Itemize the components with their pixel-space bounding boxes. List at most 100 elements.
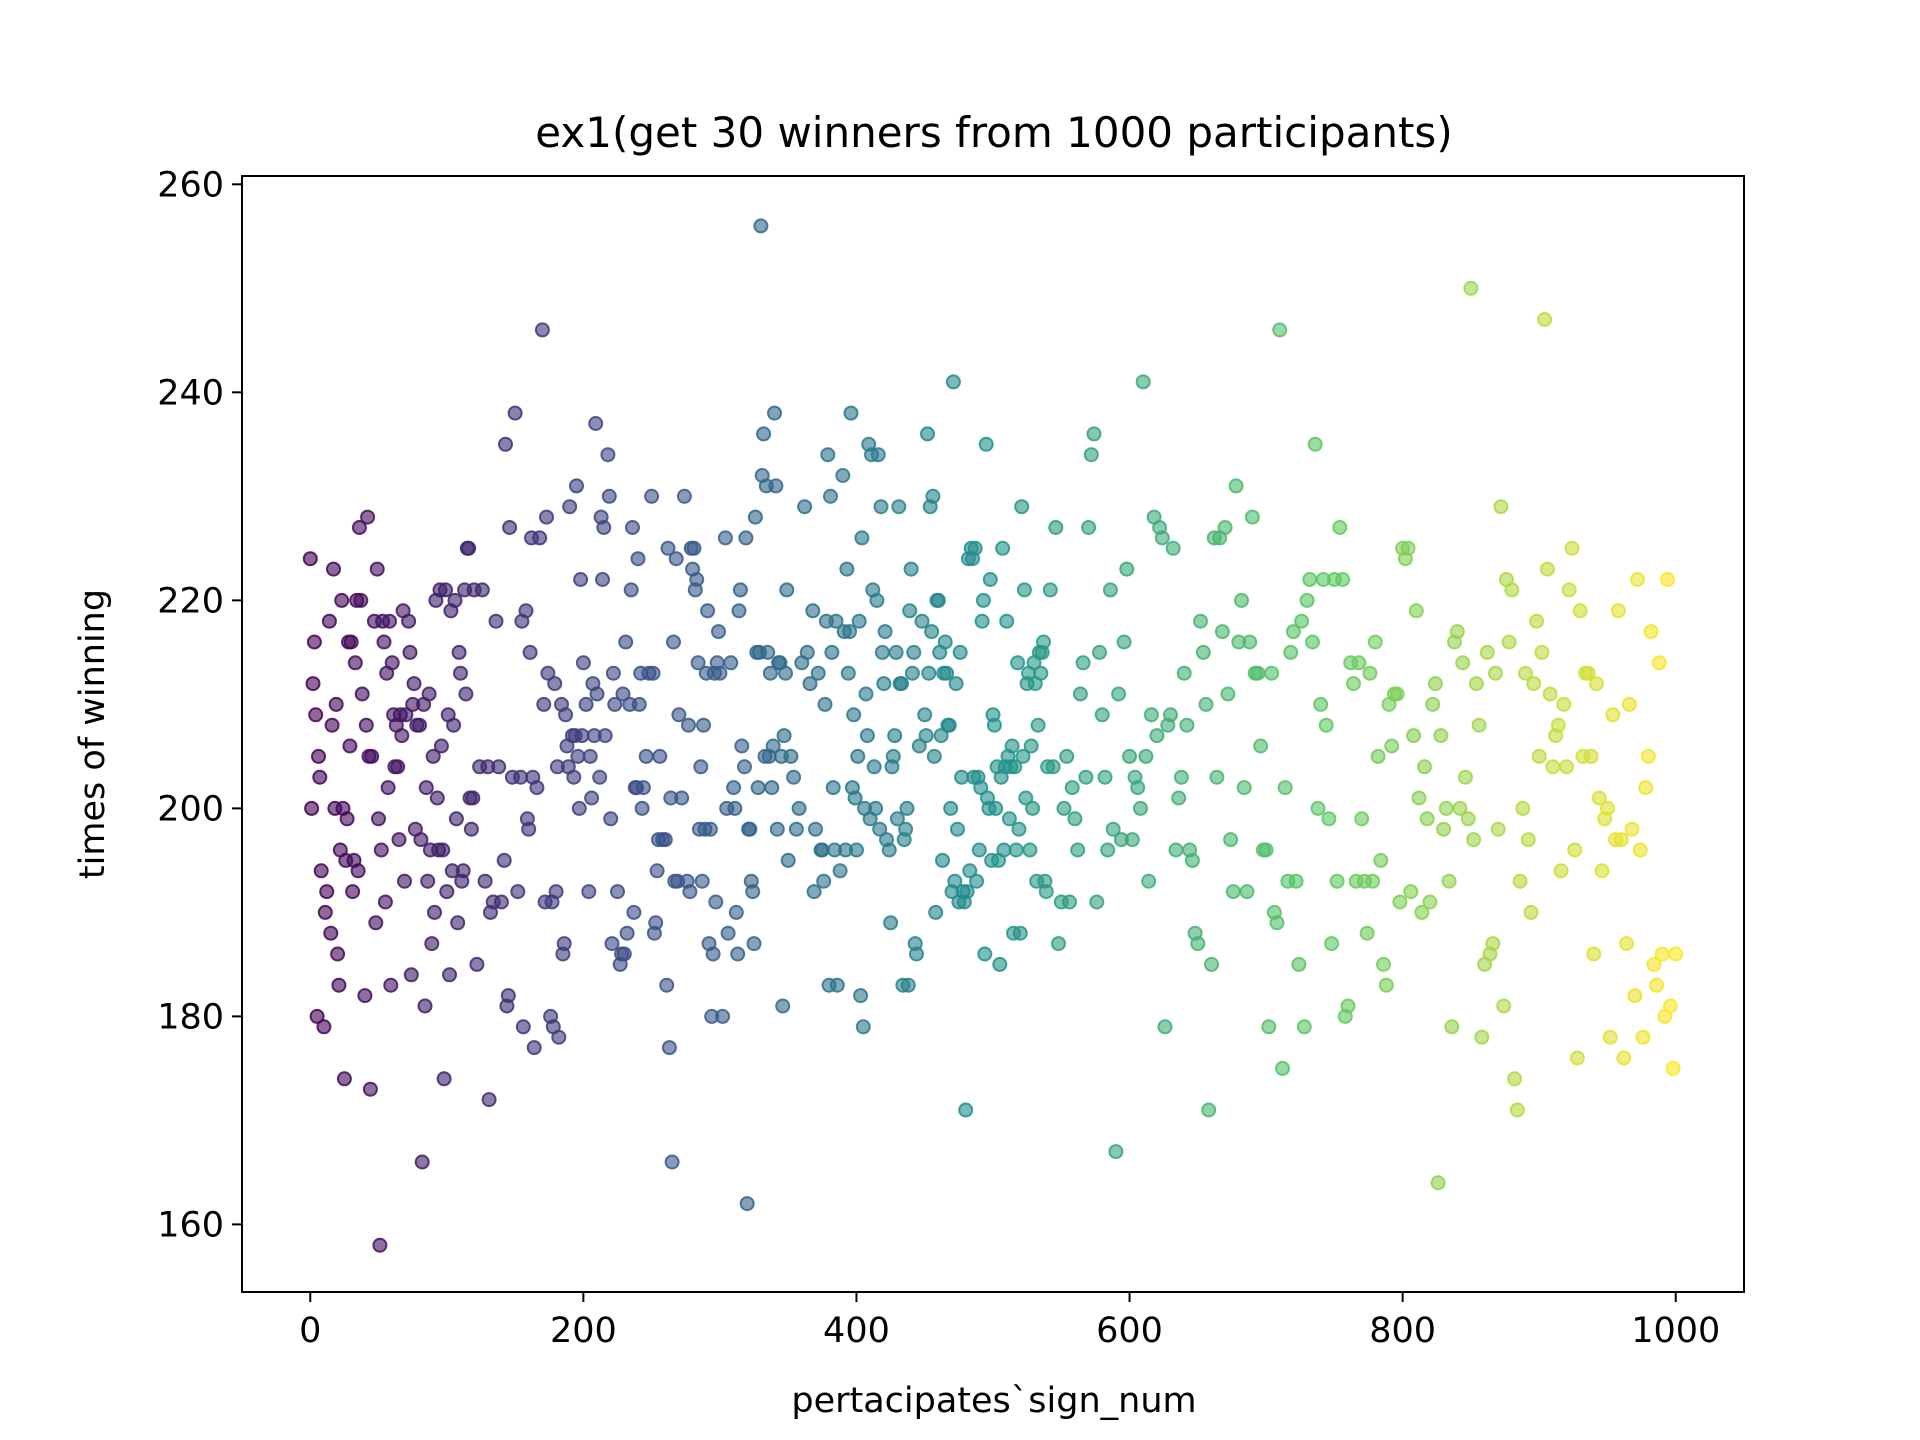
data-point-434 <box>982 572 998 587</box>
data-point-291 <box>764 780 780 796</box>
data-point-563 <box>1277 780 1293 796</box>
data-point-31 <box>347 655 363 671</box>
data-point-676 <box>1586 946 1602 962</box>
data-point-330 <box>835 468 851 483</box>
data-point-396 <box>930 592 946 608</box>
data-point-278 <box>746 936 762 952</box>
data-point-306 <box>788 821 804 837</box>
data-point-172 <box>574 728 590 744</box>
data-point-45 <box>369 561 385 577</box>
data-point-312 <box>805 603 821 619</box>
data-point-693 <box>1632 842 1648 858</box>
data-point-489 <box>1075 655 1091 671</box>
data-point-427 <box>973 780 989 796</box>
data-point-93 <box>438 582 453 598</box>
data-point-357 <box>872 821 888 837</box>
data-point-704 <box>1662 998 1678 1014</box>
data-point-198 <box>618 634 634 650</box>
data-point-258 <box>712 665 728 681</box>
data-point-140 <box>522 644 538 660</box>
data-point-329 <box>832 863 848 879</box>
data-point-314 <box>808 821 823 837</box>
data-point-460 <box>1018 790 1034 806</box>
data-point-551 <box>1244 509 1260 525</box>
data-point-34 <box>351 520 367 535</box>
data-point-262 <box>720 925 736 941</box>
data-point-654 <box>1526 676 1542 692</box>
data-point-389 <box>921 665 937 681</box>
data-point-541 <box>1217 520 1233 535</box>
data-point-99 <box>446 717 462 733</box>
data-point-562 <box>1275 1060 1290 1076</box>
data-point-610 <box>1406 728 1422 744</box>
data-point-313 <box>806 884 822 900</box>
data-point-145 <box>532 530 548 546</box>
data-point-535 <box>1201 1102 1217 1118</box>
data-point-199 <box>619 925 635 941</box>
data-point-222 <box>659 977 675 993</box>
data-point-417 <box>959 884 975 900</box>
data-point-567 <box>1288 873 1304 889</box>
data-point-643 <box>1496 998 1512 1014</box>
data-point-345 <box>855 1019 871 1035</box>
data-point-342 <box>851 613 867 629</box>
data-point-582 <box>1329 873 1345 889</box>
data-point-327 <box>828 613 844 629</box>
data-point-492 <box>1083 447 1099 463</box>
data-point-507 <box>1124 832 1140 848</box>
data-point-604 <box>1389 686 1405 702</box>
data-point-463 <box>1022 842 1038 858</box>
data-point-19 <box>331 977 347 993</box>
data-point-203 <box>626 904 642 920</box>
data-point-681 <box>1600 800 1615 816</box>
data-point-545 <box>1228 478 1244 494</box>
data-point-3 <box>306 634 322 650</box>
data-point-227 <box>666 634 681 650</box>
data-point-424 <box>969 873 985 889</box>
data-point-609 <box>1403 884 1419 900</box>
data-point-706 <box>1668 946 1684 962</box>
data-point-692 <box>1630 572 1645 587</box>
data-point-450 <box>1004 738 1020 754</box>
data-point-209 <box>634 800 650 816</box>
data-point-597 <box>1370 748 1386 764</box>
y-tick-label-160: 160 <box>157 1205 224 1245</box>
data-point-598 <box>1373 852 1389 868</box>
data-point-124 <box>491 759 507 775</box>
data-point-388 <box>920 426 935 442</box>
data-point-423 <box>967 540 983 556</box>
data-point-504 <box>1116 634 1132 650</box>
data-point-497 <box>1097 769 1113 785</box>
data-point-453 <box>1008 842 1024 858</box>
data-point-244 <box>693 759 709 775</box>
data-point-690 <box>1624 821 1640 837</box>
data-point-125 <box>493 894 509 910</box>
data-point-69 <box>403 967 419 983</box>
x-axis-ticks: 0 200 400 600 800 1000 <box>299 1292 1720 1351</box>
data-point-448 <box>1001 811 1017 827</box>
data-point-270 <box>734 738 750 754</box>
data-point-611 <box>1408 603 1424 619</box>
data-point-21 <box>334 592 350 608</box>
data-point-392 <box>925 488 941 504</box>
data-point-65 <box>397 873 412 889</box>
data-point-413 <box>954 769 970 785</box>
data-point-621 <box>1436 821 1452 837</box>
data-point-648 <box>1509 1102 1525 1118</box>
data-point-502 <box>1111 686 1127 702</box>
data-point-383 <box>909 946 924 962</box>
data-point-5 <box>309 1008 325 1024</box>
x-tick-label-1000: 1000 <box>1631 1311 1720 1351</box>
data-point-268 <box>731 603 747 619</box>
data-point-44 <box>368 915 384 931</box>
data-point-377 <box>900 977 916 993</box>
data-point-618 <box>1427 676 1443 692</box>
data-point-651 <box>1518 665 1533 681</box>
data-point-385 <box>914 613 930 629</box>
data-point-569 <box>1294 613 1310 629</box>
data-point-12 <box>321 613 337 629</box>
data-point-452 <box>1007 759 1023 775</box>
data-point-668 <box>1564 540 1580 556</box>
data-point-637 <box>1479 644 1495 660</box>
data-point-169 <box>570 748 586 764</box>
